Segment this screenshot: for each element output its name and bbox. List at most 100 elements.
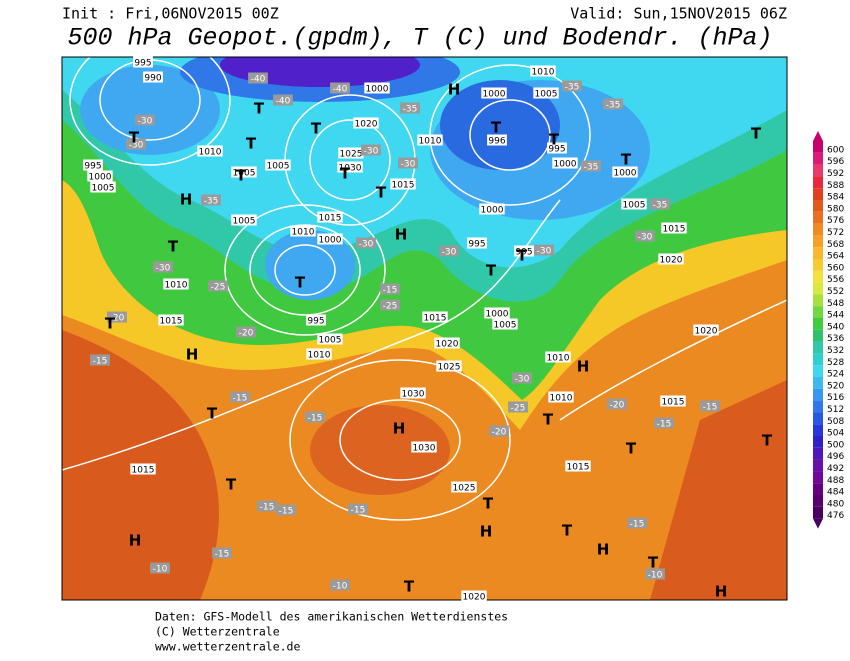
map-title: 500 hPa Geopot.(gpdm), T (C) und Bodendr… — [67, 24, 772, 53]
temperature-label: -15 — [233, 394, 248, 404]
pressure-center: H — [395, 226, 408, 244]
temperature-label-box — [603, 98, 623, 110]
temperature-label-box — [512, 372, 532, 384]
isobar-label-box — [90, 181, 116, 193]
colorbar-cap — [813, 518, 823, 529]
colorbar-cell — [813, 506, 823, 519]
temperature-label-box — [508, 401, 528, 413]
colorbar-label: 576 — [827, 216, 844, 226]
colorbar-label: 476 — [827, 511, 844, 521]
pressure-center: T — [626, 440, 637, 458]
isobar-label: 996 — [488, 137, 505, 147]
isobar-label: 1025 — [340, 150, 363, 160]
isobar-label: 1010 — [532, 68, 555, 78]
isobar-label-box — [130, 463, 156, 475]
isobar-label: 1000 — [554, 160, 577, 170]
temperature-label: -35 — [565, 83, 580, 93]
temperature-label: -35 — [653, 201, 668, 211]
temperature-label: -35 — [584, 163, 599, 173]
colorbar-cell — [813, 353, 823, 366]
isobar-label: 1000 — [614, 169, 637, 179]
pressure-center: T — [621, 151, 632, 169]
colorbar-label: 548 — [827, 299, 844, 309]
isobar-label: 1030 — [402, 390, 425, 400]
isobar-label-box — [337, 161, 363, 173]
temperature-label-box — [400, 102, 420, 114]
pressure-center: H — [480, 523, 493, 541]
temperature-label-box — [201, 194, 221, 206]
isobar-label-box — [451, 481, 477, 493]
pressure-center: T — [517, 247, 528, 265]
colorbar-cell — [813, 341, 823, 354]
footer-line: www.wetterzentrale.de — [155, 640, 300, 654]
colorbar-label: 516 — [827, 393, 844, 403]
pressure-center: T — [295, 274, 306, 292]
temperature-label: -15 — [383, 286, 398, 296]
colorbar-label: 484 — [827, 488, 844, 498]
temperature-label-box — [153, 261, 173, 273]
colorbar-cell — [813, 377, 823, 389]
colorbar-label: 528 — [827, 358, 844, 368]
isobar-label: 1005 — [319, 336, 342, 346]
temperature-label: -10 — [333, 582, 348, 592]
isobar-label-box — [479, 203, 505, 215]
colorbar-label: 592 — [827, 169, 844, 179]
colorbar-cell — [813, 211, 823, 224]
isobar-label: 995 — [515, 248, 532, 258]
temperature-label-box — [90, 354, 110, 366]
isobar-label: 1010 — [419, 137, 442, 147]
colorbar-label: 508 — [827, 417, 844, 427]
colorbar-cell — [813, 152, 823, 165]
isobar-label: 1015 — [424, 314, 447, 324]
pressure-center: T — [254, 100, 265, 118]
temperature-label: -15 — [657, 420, 672, 430]
colorbar-cell — [813, 459, 823, 472]
colorbar-cell — [813, 294, 823, 307]
temperature-label: -15 — [703, 403, 718, 413]
temperature-label: -25 — [211, 283, 226, 293]
temperature-label-box — [650, 198, 670, 210]
temperature-label: -20 — [610, 401, 625, 411]
colorbar-label: 560 — [827, 263, 844, 273]
colorbar-label: 536 — [827, 334, 844, 344]
temperature-label: -15 — [215, 550, 230, 560]
pressure-center: T — [543, 411, 554, 429]
colorbar-label: 540 — [827, 322, 844, 332]
temperature-label-box — [236, 326, 256, 338]
temperature-label-box — [107, 311, 127, 323]
isobar-label-box — [621, 198, 647, 210]
isobar-label: 995 — [468, 240, 485, 250]
isobar-label: 1005 — [233, 169, 256, 179]
isobar-label-box — [353, 117, 379, 129]
temperature-label: -15 — [630, 520, 645, 530]
isobar-label: 1015 — [392, 181, 415, 191]
colorbar-cell — [813, 412, 823, 425]
temperature-label: -30 — [138, 117, 153, 127]
isobar-label: 1025 — [453, 484, 476, 494]
colorbar-cell — [813, 164, 823, 177]
isobar-label: 1020 — [660, 256, 683, 266]
isobar-label-box — [612, 166, 638, 178]
isobar-label-box — [565, 460, 591, 472]
pressure-center: T — [762, 432, 773, 450]
pressure-center: T — [340, 165, 351, 183]
temperature-label: -30 — [129, 141, 144, 151]
isobar-label: 1005 — [623, 201, 646, 211]
temperature-label: -15 — [93, 357, 108, 367]
temperature-label: -40 — [251, 75, 266, 85]
init-time: Init : Fri,06NOV2015 00Z — [62, 5, 279, 23]
temperature-label: -30 — [515, 375, 530, 385]
isobar-label-box — [411, 441, 437, 453]
isobar-label: 1000 — [483, 90, 506, 100]
isobar-label: 1015 — [319, 214, 342, 224]
isobar-label: 1020 — [695, 327, 718, 337]
temperature-label: -30 — [537, 247, 552, 257]
isobar-label: 1030 — [413, 444, 436, 454]
temperature-label-box — [208, 280, 228, 292]
temperature-label-box — [150, 562, 170, 574]
isobar-label: 1020 — [463, 593, 486, 603]
isobar-label-box — [436, 360, 462, 372]
pressure-center: T — [648, 554, 659, 572]
colorbar-cell — [813, 400, 823, 413]
colorbar-cell — [813, 141, 823, 153]
